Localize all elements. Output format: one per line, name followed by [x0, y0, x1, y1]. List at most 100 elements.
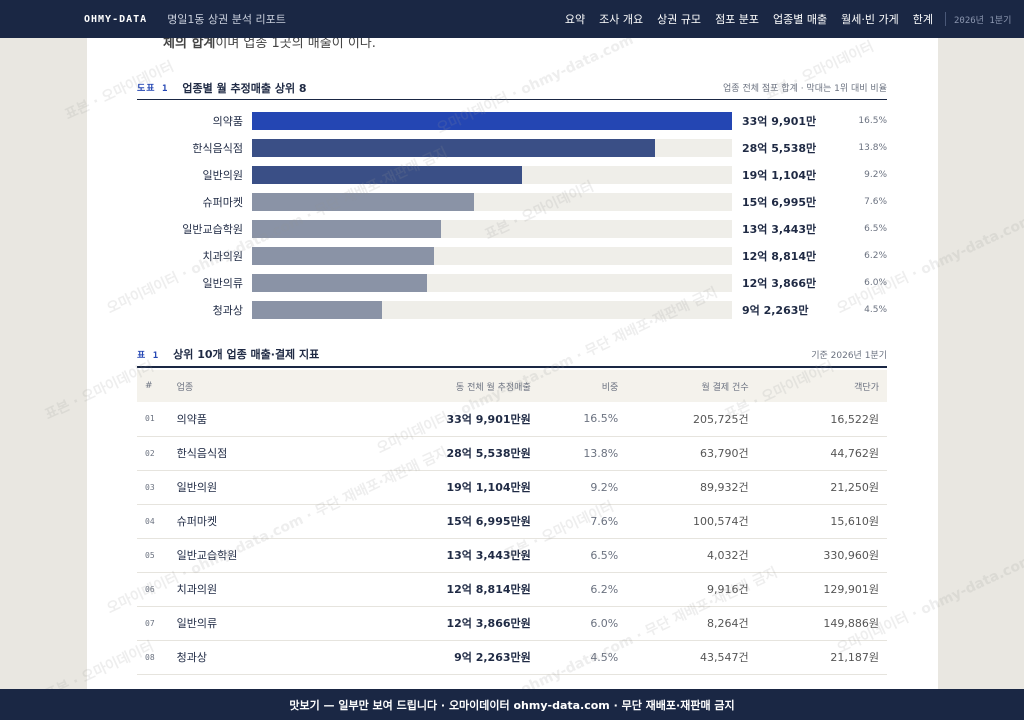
bar-label: 일반의원	[202, 169, 243, 182]
sales-share: 9.2%	[538, 470, 627, 505]
bar-label: 의약품	[212, 115, 243, 128]
nav-divider	[945, 12, 946, 26]
nav-item-store-distribution[interactable]: 점포 분포	[715, 13, 760, 26]
industry-name: 슈퍼마켓	[168, 504, 339, 539]
figure-tag: 도표 1	[137, 84, 169, 94]
row-number: 07	[137, 606, 169, 641]
table-row: 05 일반교습학원 13억 3,443만원 6.5% 4,032건 330,960원	[137, 538, 887, 573]
industry-name: 치과의원	[168, 572, 339, 607]
figure-header: 도표 1 업종별 월 추정매출 상위 8 업종 전체 점포 합계 · 막대는 1…	[137, 76, 887, 100]
bar-track	[252, 139, 732, 157]
col-header-sales: 동 전체 월 추정매출	[455, 382, 531, 393]
nav-item-summary[interactable]: 요약	[564, 13, 586, 26]
bar-share: 13.8%	[858, 143, 887, 153]
bar-value: 12억 3,866만	[742, 277, 817, 290]
bar-value: 28억 5,538만	[742, 142, 817, 155]
bar-fill	[252, 166, 522, 184]
bar-value: 33억 9,901만	[742, 115, 817, 128]
avg-price: 330,960원	[756, 538, 887, 573]
bar-label: 일반교습학원	[182, 223, 243, 236]
col-header-count: 월 결제 건수	[701, 382, 749, 393]
row-number: 03	[137, 470, 169, 505]
sales-share: 7.6%	[538, 504, 627, 539]
nav-item-survey-overview[interactable]: 조사 개요	[599, 13, 644, 26]
bar-fill	[252, 139, 656, 157]
table-row: 04 슈퍼마켓 15억 6,995만원 7.6% 100,574건 15,610원	[137, 504, 887, 539]
table-header-row: # 업종 동 전체 월 추정매출 비중 월 결제 건수 객단가	[137, 370, 887, 402]
payment-count: 63,790건	[626, 436, 757, 471]
bar-share: 6.2%	[864, 251, 887, 261]
payment-count: 100,574건	[626, 504, 757, 539]
payment-count: 8,264건	[626, 606, 757, 641]
table-body: 01 의약품 33억 9,901만원 16.5% 205,725건 16,522원 02 한식…	[137, 402, 887, 675]
sales-share: 16.5%	[538, 402, 627, 437]
payment-count: 43,547건	[626, 640, 757, 675]
top-navigation-bar: OHMY-DATA 명일1동 상권 분석 리포트 요약 조사 개요 상권 규모 …	[0, 0, 1024, 38]
nav-menu: 요약 조사 개요 상권 규모 점포 분포 업종별 매출 월세·빈 가게 한계 2…	[551, 11, 1024, 27]
bar-label: 치과의원	[202, 250, 243, 263]
payment-count: 205,725건	[626, 402, 757, 437]
row-number: 06	[137, 572, 169, 607]
row-number: 08	[137, 640, 169, 675]
intro-text-bold: 체의 합계	[163, 38, 216, 51]
bar-value: 15억 6,995만	[742, 196, 817, 209]
avg-price: 21,250원	[756, 470, 887, 505]
brand-logo[interactable]: OHMY-DATA	[84, 13, 148, 25]
bar-label: 청과상	[212, 304, 243, 317]
nav-item-sales-by-industry[interactable]: 업종별 매출	[773, 13, 828, 26]
industry-name: 청과상	[168, 640, 339, 675]
bar-share: 6.0%	[864, 278, 887, 288]
bar-value: 19억 1,104만	[742, 169, 817, 182]
avg-price: 149,886원	[756, 606, 887, 641]
bar-share: 16.5%	[858, 116, 887, 126]
table-row: 06 치과의원 12억 8,814만원 6.2% 9,916건 129,901원	[137, 572, 887, 607]
table-note: 기준 2026년 1분기	[811, 350, 887, 361]
nav-item-limitations[interactable]: 한계	[912, 13, 933, 26]
table-row: 02 한식음식점 28억 5,538만원 13.8% 63,790건 44,762원	[137, 436, 887, 471]
industry-name: 일반의류	[168, 606, 339, 641]
monthly-sales: 13억 3,443만원	[338, 538, 539, 573]
table-title: 상위 10개 업종 매출·결제 지표	[173, 348, 320, 361]
monthly-sales: 12억 8,814만원	[338, 572, 539, 607]
intro-text-rest: 이며 업종 1곳의 매출이 이다.	[215, 38, 376, 51]
report-date: 2026년 1분기	[954, 15, 1012, 26]
avg-price: 16,522원	[756, 402, 887, 437]
table-tag: 표 1	[137, 350, 160, 361]
bar-row: 슈퍼마켓 15억 6,995만 7.6%	[137, 193, 887, 211]
bar-row: 청과상 9억 2,263만 4.5%	[137, 301, 887, 319]
report-title: 명일1동 상권 분석 리포트	[167, 13, 286, 26]
intro-text: 체의 합계이며 업종 1곳의 매출이 이다.	[163, 38, 376, 51]
monthly-sales: 12억 3,866만원	[338, 606, 539, 641]
avg-price: 15,610원	[756, 504, 887, 539]
col-header-share: 비중	[601, 382, 619, 393]
bar-fill	[252, 112, 732, 130]
payment-count: 89,932건	[626, 470, 757, 505]
bar-row: 일반의원 19억 1,104만 9.2%	[137, 166, 887, 184]
bar-share: 4.5%	[864, 305, 887, 315]
bar-share: 6.5%	[864, 224, 887, 234]
row-number: 02	[137, 436, 169, 471]
bar-row: 일반의류 12억 3,866만 6.0%	[137, 274, 887, 292]
payment-count: 4,032건	[626, 538, 757, 573]
bar-share: 7.6%	[864, 197, 887, 207]
figure-title: 업종별 월 추정매출 상위 8	[182, 81, 307, 95]
bar-label: 슈퍼마켓	[202, 196, 243, 209]
bar-value: 9억 2,263만	[742, 304, 809, 317]
bar-track	[252, 112, 732, 130]
monthly-sales: 33억 9,901만원	[338, 402, 539, 437]
avg-price: 44,762원	[756, 436, 887, 471]
industry-name: 한식음식점	[168, 436, 339, 471]
bar-track	[252, 247, 732, 265]
table-row: 08 청과상 9억 2,263만원 4.5% 43,547건 21,187원	[137, 640, 887, 675]
bar-track	[252, 193, 732, 211]
row-number: 01	[137, 402, 169, 437]
bar-label: 한식음식점	[192, 142, 243, 155]
bar-fill	[252, 193, 474, 211]
monthly-sales: 19억 1,104만원	[338, 470, 539, 505]
col-header-avg-price: 객단가	[854, 382, 879, 393]
sales-share: 6.2%	[538, 572, 627, 607]
figure-note: 업종 전체 점포 합계 · 막대는 1위 대비 비율	[723, 84, 887, 94]
nav-item-rent-vacancy[interactable]: 월세·빈 가게	[841, 13, 899, 26]
bar-fill	[252, 247, 434, 265]
nav-item-market-size[interactable]: 상권 규모	[657, 13, 702, 26]
